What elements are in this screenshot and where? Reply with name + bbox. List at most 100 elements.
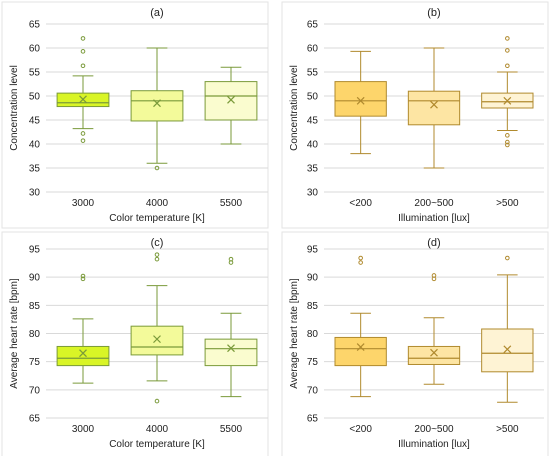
y-tick-label: 45 <box>307 116 319 127</box>
mean-marker <box>153 335 161 344</box>
box-<200: <200 <box>334 50 387 209</box>
y-tick-label: 90 <box>29 273 41 284</box>
x-tick-label: <200 <box>349 198 372 209</box>
y-tick-label: 45 <box>29 116 41 127</box>
x-tick-label: 3000 <box>72 198 95 209</box>
mean-marker <box>430 100 438 109</box>
box-iqr <box>407 90 461 126</box>
x-tick-label: 5500 <box>220 198 243 209</box>
y-tick-label: 95 <box>29 245 41 256</box>
y-axis-label: Average heart rate [bpm] <box>9 278 20 389</box>
panel-frame <box>281 1 549 229</box>
box-iqr <box>481 328 534 373</box>
x-tick-label: 5500 <box>220 424 243 435</box>
box-iqr <box>407 345 461 365</box>
box-3000: 3000 <box>56 36 110 209</box>
x-tick-label: 4000 <box>146 424 169 435</box>
x-axis-label: Color temperature [K] <box>109 439 205 450</box>
outlier-point <box>505 142 510 148</box>
box->500: >500 <box>481 36 534 209</box>
y-tick-label: 65 <box>307 414 319 425</box>
mean-marker <box>356 96 365 105</box>
outlier-point <box>80 36 86 41</box>
outlier-point <box>228 260 234 265</box>
y-tick-label: 55 <box>29 68 41 79</box>
box-iqr <box>334 81 387 117</box>
box-5500: 5500 <box>204 66 258 209</box>
outlier-point <box>80 131 86 136</box>
y-tick-label: 65 <box>307 20 319 31</box>
y-tick-label: 50 <box>307 92 319 103</box>
box->500: >500 <box>481 255 534 435</box>
y-tick-label: 65 <box>29 20 41 31</box>
box-4000: 4000 <box>130 252 184 435</box>
x-axis-label: Color temperature [K] <box>109 213 205 224</box>
y-tick-label: 85 <box>307 301 319 312</box>
outlier-point <box>505 255 510 261</box>
outlier-point <box>80 276 86 282</box>
y-axis-label: Concentration level <box>289 65 300 151</box>
outlier-point <box>505 63 510 69</box>
chart-panel-2: 30 35 40 45 50 55 60 65 (b) Illumination [lux] Con… <box>281 1 549 229</box>
outlier-point <box>154 252 160 257</box>
outlier-point <box>358 255 363 261</box>
y-tick-label: 75 <box>29 357 41 368</box>
y-tick-label: 40 <box>307 140 319 151</box>
chart-title: (a) <box>150 7 163 19</box>
x-tick-label: >500 <box>496 198 519 209</box>
y-tick-label: 55 <box>307 68 319 79</box>
y-tick-label: 50 <box>29 92 41 103</box>
outlier-point <box>505 133 510 138</box>
mean-marker <box>79 95 87 104</box>
y-tick-label: 70 <box>29 385 41 396</box>
box-200~500: 200~500 <box>407 273 461 435</box>
chart-title: (d) <box>427 237 440 249</box>
outlier-point <box>80 138 86 143</box>
chart-title: (b) <box>427 7 440 19</box>
box-<200: <200 <box>334 255 387 435</box>
y-tick-label: 65 <box>29 414 41 425</box>
x-tick-label: 3000 <box>72 424 95 435</box>
y-axis-label: Concentration level <box>9 65 20 151</box>
mean-marker <box>503 96 512 105</box>
y-tick-label: 60 <box>307 44 319 55</box>
box-iqr <box>130 325 184 356</box>
box-iqr <box>130 90 184 122</box>
y-tick-label: 35 <box>29 164 41 175</box>
outlier-point <box>80 63 86 69</box>
x-tick-label: >500 <box>496 424 519 435</box>
box-iqr <box>204 338 258 367</box>
y-tick-label: 60 <box>29 44 41 55</box>
mean-marker <box>153 99 161 108</box>
y-tick-label: 75 <box>307 357 319 368</box>
chart-panel-4: 65 70 75 80 85 90 95 (d) Illumination [lux] Avera… <box>281 231 549 459</box>
y-tick-label: 40 <box>29 140 41 151</box>
chart-panel-1: 30 35 40 45 50 55 60 65 (a) Color temperature [K]… <box>1 1 269 229</box>
mean-marker <box>79 349 87 358</box>
outlier-point <box>505 139 510 145</box>
box-3000: 3000 <box>56 273 110 435</box>
box-iqr <box>204 81 258 121</box>
mean-marker <box>430 348 438 357</box>
box-200~500: 200~500 <box>407 47 461 209</box>
chart-title: (c) <box>151 237 164 249</box>
y-tick-label: 85 <box>29 301 41 312</box>
y-axis-label: Average heart rate [bpm] <box>289 278 300 389</box>
outlier-point <box>80 49 86 54</box>
mean-marker <box>227 95 235 104</box>
mean-marker <box>227 344 235 353</box>
box-iqr <box>334 336 387 367</box>
mean-marker <box>356 343 365 351</box>
y-tick-label: 90 <box>307 273 319 284</box>
x-axis-label: Illumination [lux] <box>398 213 470 224</box>
y-tick-label: 35 <box>307 164 319 175</box>
y-tick-label: 80 <box>307 329 319 340</box>
box-4000: 4000 <box>130 47 184 209</box>
x-tick-label: <200 <box>349 424 372 435</box>
chart-panel-3: 65 70 75 80 85 90 95 (c) Color temperature [K] Av… <box>1 231 269 459</box>
outlier-point <box>154 256 160 262</box>
box-5500: 5500 <box>204 256 258 435</box>
panel-frame <box>1 1 269 229</box>
